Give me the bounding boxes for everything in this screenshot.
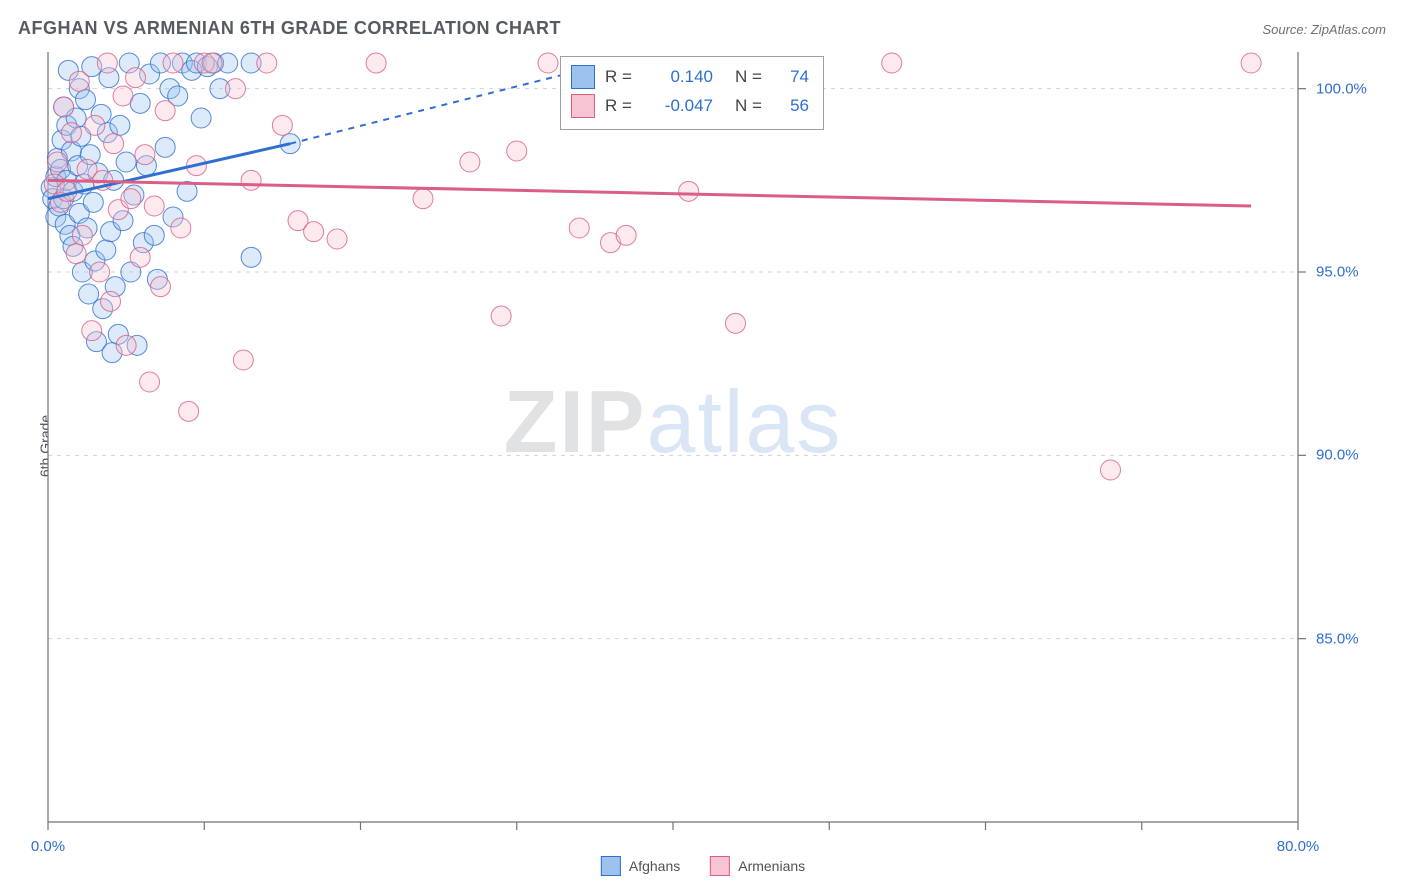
legend-swatch	[571, 94, 595, 118]
legend-swatch	[571, 65, 595, 89]
legend-n-value: 74	[779, 63, 809, 92]
chart-container: AFGHAN VS ARMENIAN 6TH GRADE CORRELATION…	[0, 0, 1406, 892]
source-label: Source: ZipAtlas.com	[1262, 22, 1386, 37]
legend-swatch	[710, 856, 730, 876]
legend-r-label: R =	[605, 63, 639, 92]
legend-label: Afghans	[629, 858, 680, 874]
legend-item: Afghans	[601, 856, 680, 876]
legend-swatch	[601, 856, 621, 876]
series-legend: Afghans Armenians	[595, 854, 811, 878]
correlation-legend: R = 0.140 N = 74 R = -0.047 N = 56	[560, 56, 824, 130]
legend-r-label: R =	[605, 92, 639, 121]
y-tick-label: 85.0%	[1316, 630, 1394, 647]
plot-area: ZIPatlas	[48, 52, 1298, 822]
legend-r-value: -0.047	[649, 92, 713, 121]
x-tick-label: 80.0%	[1277, 838, 1320, 855]
y-tick-label: 95.0%	[1316, 264, 1394, 281]
correlation-legend-row: R = 0.140 N = 74	[571, 63, 809, 92]
plot-svg	[48, 52, 1298, 822]
x-tick-label: 0.0%	[31, 838, 65, 855]
correlation-legend-row: R = -0.047 N = 56	[571, 92, 809, 121]
legend-label: Armenians	[738, 858, 805, 874]
legend-n-label: N =	[735, 63, 769, 92]
y-tick-label: 100.0%	[1316, 80, 1394, 97]
legend-n-label: N =	[735, 92, 769, 121]
chart-title: AFGHAN VS ARMENIAN 6TH GRADE CORRELATION…	[18, 18, 561, 39]
legend-n-value: 56	[779, 92, 809, 121]
y-tick-label: 90.0%	[1316, 447, 1394, 464]
legend-item: Armenians	[710, 856, 805, 876]
legend-r-value: 0.140	[649, 63, 713, 92]
